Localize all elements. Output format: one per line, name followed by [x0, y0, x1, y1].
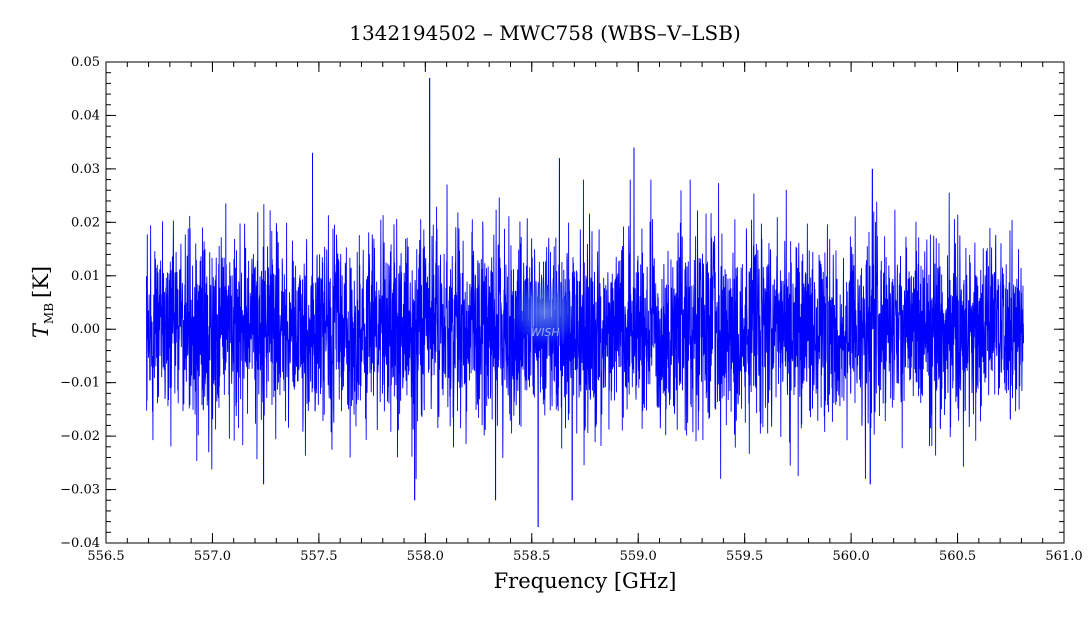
y-tick-label: 0.03 — [71, 162, 100, 177]
chart-title: 1342194502 – MWC758 (WBS–V–LSB) — [349, 21, 741, 45]
x-axis-tick-labels: 556.5 557.0 557.5 558.0 558.5 559.0 559.5 560.0… — [87, 549, 1082, 564]
y-tick-label: −0.01 — [60, 376, 100, 391]
axis-ticks — [105, 61, 1065, 544]
x-tick-label: 558.5 — [513, 549, 550, 564]
x-tick-label: 561.0 — [1045, 549, 1082, 564]
y-tick-label: 0.02 — [71, 215, 100, 230]
y-axis-label-unit: [K] — [29, 266, 53, 298]
y-axis-label: TMB [K] — [29, 266, 56, 338]
y-tick-label: 0.04 — [71, 108, 100, 123]
plot-border — [105, 61, 1065, 544]
x-tick-label: 557.5 — [300, 549, 337, 564]
y-tick-label: −0.02 — [60, 429, 100, 444]
wish-watermark: WISH — [511, 278, 579, 346]
plot-frame — [105, 61, 1065, 544]
x-axis-label: Frequency [GHz] — [494, 569, 677, 593]
x-tick-label: 560.0 — [833, 549, 870, 564]
y-tick-label: −0.03 — [60, 483, 100, 498]
y-tick-label: 0.00 — [71, 322, 100, 337]
y-axis-label-symbol: T — [29, 322, 53, 338]
series-group — [146, 78, 1024, 527]
spectrum-series-line — [146, 78, 1024, 527]
y-axis-tick-labels: −0.04 −0.03 −0.02 −0.01 0.00 0.01 0.02 0.03 0.04… — [60, 55, 100, 551]
x-tick-label: 558.0 — [407, 549, 444, 564]
x-tick-label: 557.0 — [194, 549, 231, 564]
x-tick-label: 559.5 — [726, 549, 763, 564]
y-tick-label: 0.05 — [71, 55, 100, 70]
y-tick-label: 0.01 — [71, 269, 100, 284]
x-tick-label: 559.0 — [620, 549, 657, 564]
x-tick-label: 560.5 — [939, 549, 976, 564]
y-tick-label: −0.04 — [60, 536, 100, 551]
watermark-text: WISH — [530, 326, 559, 339]
y-axis-label-subscript: MB — [42, 303, 56, 324]
x-tick-label: 556.5 — [87, 549, 124, 564]
svg-text:TMB[K]: TMB [K] — [29, 266, 56, 338]
